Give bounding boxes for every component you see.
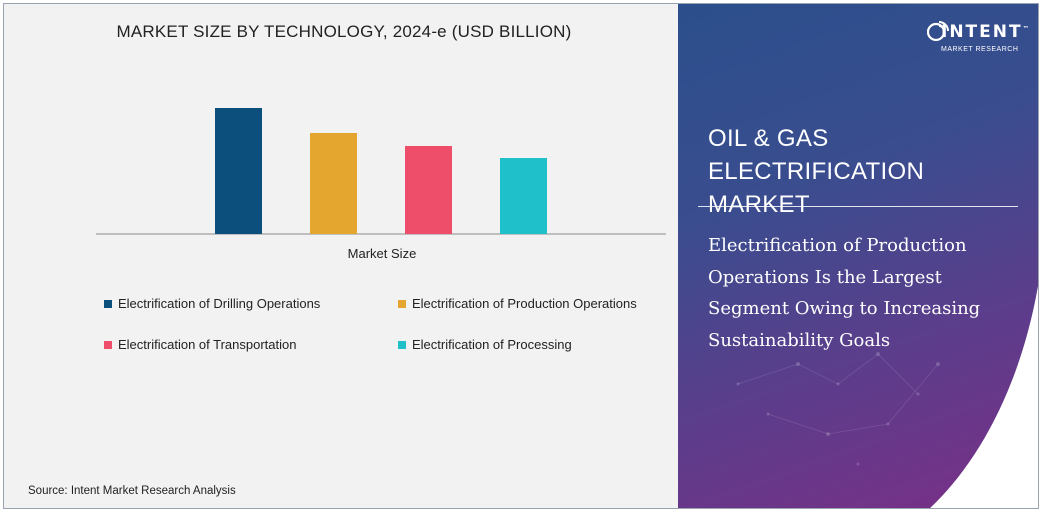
market-title: OIL & GAS ELECTRIFICATION MARKET <box>708 125 925 218</box>
legend-label-drilling: Electrification of Drilling Operations <box>118 296 321 311</box>
source-note: Source: Intent Market Research Analysis <box>28 485 236 497</box>
infographic-frame: MARKET SIZE BY TECHNOLOGY, 2024-e (USD B… <box>3 3 1039 509</box>
legend-item-drilling: Electrification of Drilling Operations <box>104 296 320 311</box>
x-axis-category-label: Market Size <box>348 246 417 261</box>
title-divider <box>698 206 1018 207</box>
summary-panel: INTENT™ MARKET RESEARCH OIL & GAS ELECTR… <box>678 4 1038 508</box>
legend-label-processing: Electrification of Processing <box>412 337 572 352</box>
bar-electrification-of-transportation <box>405 146 452 234</box>
legend-label-transportation: Electrification of Transportation <box>118 337 297 352</box>
logo-tagline: MARKET RESEARCH <box>941 46 1019 53</box>
legend-label-production: Electrification of Production Operations <box>412 296 637 311</box>
bar-chart: Market Size <box>96 108 666 261</box>
chart-title: MARKET SIZE BY TECHNOLOGY, 2024-e (USD B… <box>116 22 572 41</box>
network-lines <box>737 353 939 435</box>
company-logo: INTENT™ MARKET RESEARCH <box>927 16 1029 60</box>
chart-panel: MARKET SIZE BY TECHNOLOGY, 2024-e (USD B… <box>4 4 678 508</box>
curve-cutout <box>930 285 1038 508</box>
legend-item-transportation: Electrification of Transportation <box>104 337 296 352</box>
decorative-background <box>736 285 1038 508</box>
legend-swatch-production <box>398 299 406 308</box>
chart-legend: Electrification of Drilling Operations E… <box>104 292 674 362</box>
logo-trademark: ™ <box>1022 25 1031 33</box>
logo-name: INTENT <box>941 22 1023 42</box>
key-insight: Electrification of Production Operations… <box>708 235 981 351</box>
logo-wordmark: INTENT™ <box>941 22 1031 42</box>
legend-item-production: Electrification of Production Operations <box>398 296 637 311</box>
bar-electrification-of-processing <box>500 158 547 234</box>
legend-item-processing: Electrification of Processing <box>398 337 572 352</box>
network-dots <box>736 352 940 466</box>
legend-swatch-processing <box>398 340 406 349</box>
legend-swatch-transportation <box>104 340 112 349</box>
bar-electrification-of-production-operations <box>310 133 357 234</box>
signal-icon <box>927 21 949 42</box>
legend-swatch-drilling <box>104 299 112 308</box>
bar-electrification-of-drilling-operations <box>215 108 262 234</box>
